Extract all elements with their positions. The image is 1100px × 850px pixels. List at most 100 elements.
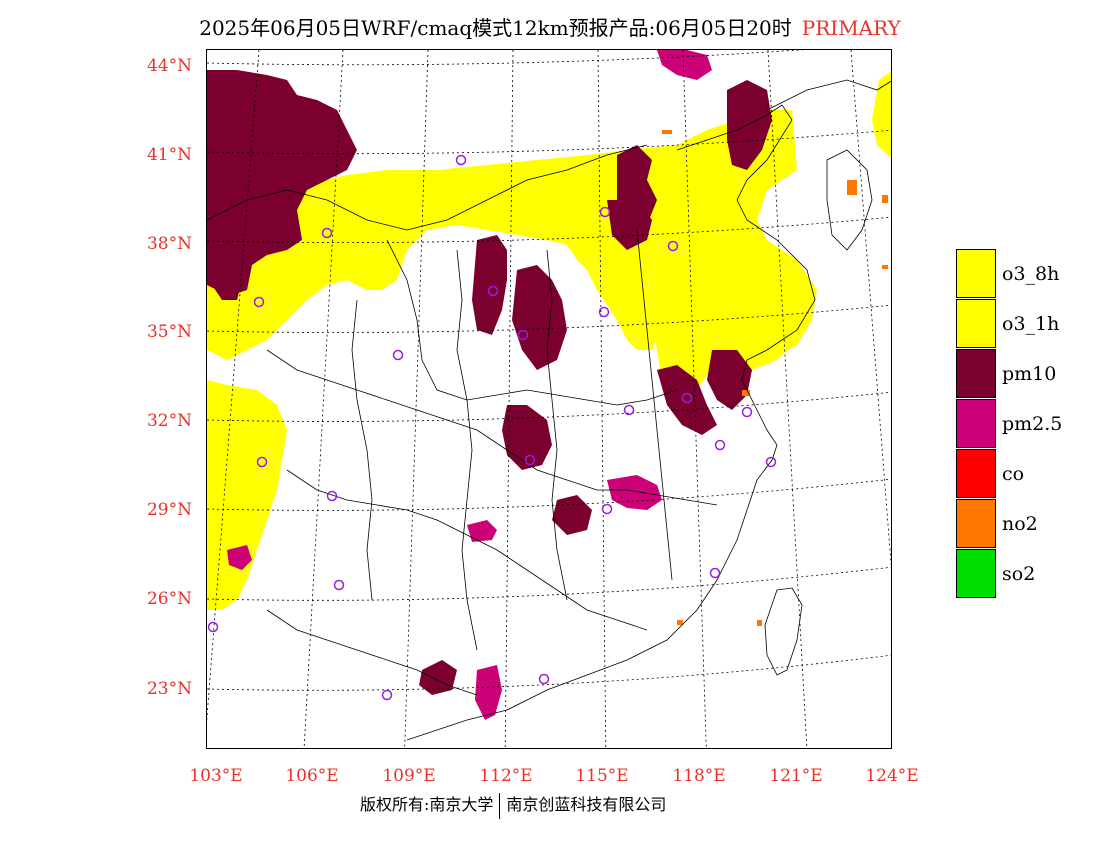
city-marker bbox=[598, 306, 610, 318]
boundary-8 bbox=[636, 229, 673, 581]
boundary-5 bbox=[266, 609, 478, 696]
lat-label-38n: 38°N bbox=[146, 234, 192, 254]
no2-spot-1 bbox=[847, 180, 857, 195]
lon-label-103e: 103°E bbox=[189, 766, 243, 786]
city-marker bbox=[599, 206, 611, 218]
parallel-line bbox=[207, 654, 891, 691]
lon-label-118e: 118°E bbox=[672, 766, 726, 786]
legend-swatch bbox=[956, 499, 996, 548]
meridian-line bbox=[504, 50, 514, 748]
parallel-line bbox=[207, 391, 891, 422]
pm10-region-anhui bbox=[657, 365, 717, 435]
city-marker bbox=[765, 456, 777, 468]
copyright-left: 版权所有:南京大学 bbox=[360, 795, 494, 814]
lon-label-121e: 121°E bbox=[769, 766, 823, 786]
city-marker bbox=[714, 439, 726, 451]
city-marker bbox=[601, 503, 613, 515]
legend-label: so2 bbox=[1002, 563, 1036, 585]
no2-spot-3 bbox=[742, 390, 750, 396]
boundary-9 bbox=[351, 299, 373, 601]
city-marker bbox=[741, 406, 753, 418]
meridian-line bbox=[303, 50, 344, 748]
city-marker bbox=[538, 673, 550, 685]
legend-swatch bbox=[956, 549, 996, 598]
coastline bbox=[406, 104, 816, 741]
legend-label: no2 bbox=[1002, 513, 1038, 535]
pm25-region-jiangxi bbox=[607, 475, 662, 510]
city-marker bbox=[256, 456, 268, 468]
boundary-4 bbox=[286, 469, 648, 631]
no2-layer bbox=[662, 130, 888, 626]
pm10-region-hubei bbox=[502, 405, 552, 470]
graticule bbox=[207, 50, 891, 748]
city-markers bbox=[207, 154, 777, 701]
lat-label-23n: 23°N bbox=[146, 679, 192, 699]
copyright-footer: 版权所有:南京大学 南京创蓝科技有限公司 bbox=[360, 791, 666, 819]
meridian-line bbox=[597, 50, 607, 748]
no2-spot-7 bbox=[882, 265, 888, 269]
o3-region-east-edge bbox=[872, 71, 891, 159]
pm10-region-hunan bbox=[552, 495, 592, 535]
pm10-region-beijing bbox=[607, 200, 652, 250]
map-panel bbox=[206, 49, 892, 749]
legend-label: pm2.5 bbox=[1002, 413, 1063, 435]
parallel-line bbox=[207, 50, 805, 66]
pm25-region-guangdong bbox=[475, 665, 502, 720]
boundary-3 bbox=[266, 349, 718, 506]
lat-label-41n: 41°N bbox=[146, 145, 192, 165]
legend-label: o3_1h bbox=[1002, 313, 1060, 335]
taiwan-outline bbox=[764, 587, 803, 676]
legend-label: co bbox=[1002, 463, 1025, 485]
northeast-boundary bbox=[766, 79, 891, 111]
pm25-region-yunnan bbox=[227, 545, 252, 570]
pm10-layer bbox=[207, 70, 772, 695]
lat-label-32n: 32°N bbox=[146, 411, 192, 431]
meridian-line bbox=[767, 50, 808, 748]
no2-spot-4 bbox=[677, 620, 683, 625]
legend-swatch bbox=[956, 449, 996, 498]
korea-outline bbox=[826, 149, 873, 251]
no2-spot-5 bbox=[757, 620, 762, 626]
boundary-2 bbox=[386, 239, 678, 406]
city-marker bbox=[207, 621, 219, 633]
pm25-layer bbox=[227, 50, 712, 720]
meridian-line bbox=[207, 50, 260, 722]
city-marker bbox=[709, 567, 721, 579]
lat-label-26n: 26°N bbox=[146, 589, 192, 609]
lat-label-44n: 44°N bbox=[146, 56, 192, 76]
city-marker bbox=[392, 349, 404, 361]
province-boundaries bbox=[207, 79, 891, 741]
lon-label-109e: 109°E bbox=[382, 766, 436, 786]
pm10-region-guangxi bbox=[419, 660, 457, 695]
pm10-region-northwest bbox=[207, 70, 357, 295]
city-marker bbox=[667, 240, 679, 252]
pm10-region-northeast bbox=[727, 80, 772, 170]
lon-label-124e: 124°E bbox=[865, 766, 919, 786]
meridian-line bbox=[682, 50, 707, 748]
no2-spot-6 bbox=[662, 130, 672, 134]
copyright-right: 南京创蓝科技有限公司 bbox=[506, 795, 667, 814]
pm25-region-north bbox=[657, 50, 712, 80]
parallel-line bbox=[207, 566, 891, 601]
footer-separator bbox=[499, 792, 501, 819]
meridian-line bbox=[850, 50, 891, 568]
o3-layer bbox=[207, 71, 891, 610]
boundary-1 bbox=[207, 144, 648, 231]
lon-label-106e: 106°E bbox=[285, 766, 339, 786]
o3-region-shandong bbox=[647, 230, 817, 405]
boundary-7 bbox=[546, 249, 568, 601]
city-marker bbox=[253, 296, 265, 308]
city-marker bbox=[381, 689, 393, 701]
city-marker bbox=[455, 154, 467, 166]
parallel-line bbox=[207, 478, 891, 511]
legend-swatch bbox=[956, 399, 996, 448]
lat-label-35n: 35°N bbox=[146, 322, 192, 342]
city-marker bbox=[524, 454, 536, 466]
pm10-region-henan bbox=[512, 265, 567, 370]
legend-label: o3_8h bbox=[1002, 263, 1060, 285]
pm10-region-shanxi bbox=[472, 235, 507, 335]
meridian-line bbox=[404, 50, 429, 748]
pm10-region-ordos bbox=[207, 220, 242, 300]
lat-label-29n: 29°N bbox=[146, 500, 192, 520]
legend-swatch bbox=[956, 299, 996, 348]
